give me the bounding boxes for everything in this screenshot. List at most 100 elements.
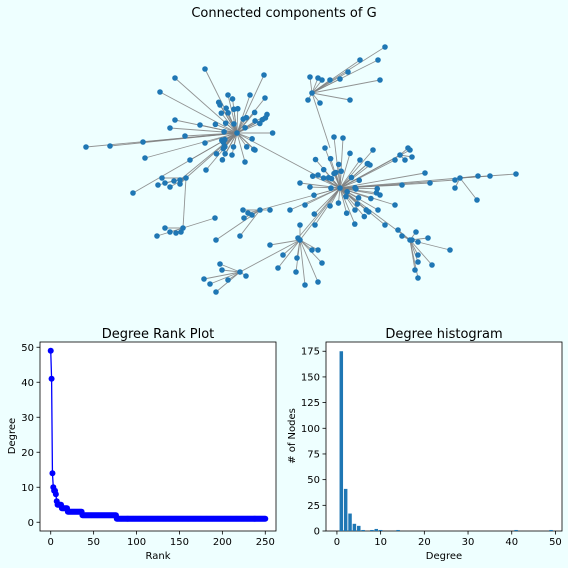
network-edge [236, 94, 251, 134]
network-node [219, 267, 225, 273]
network-node [201, 276, 207, 282]
network-node [262, 95, 268, 101]
network-node [302, 202, 308, 208]
network-edge [304, 187, 341, 206]
network-node [177, 181, 183, 187]
network-node [356, 177, 363, 184]
histogram-bar [378, 529, 383, 531]
network-edge [409, 239, 416, 271]
network-node [220, 145, 227, 152]
rank-xtick-label: 200 [213, 537, 232, 548]
network-node [293, 269, 299, 275]
network-node [335, 200, 342, 206]
network-node [361, 213, 368, 220]
network-node [325, 174, 332, 181]
network-node [220, 139, 227, 146]
network-node [319, 260, 325, 266]
rank-plot-xlabel: Rank [146, 551, 171, 562]
network-node [377, 192, 383, 198]
network-node [155, 182, 161, 188]
rank-ytick-label: 30 [21, 413, 34, 424]
network-node [413, 229, 419, 235]
network-edge [142, 132, 238, 143]
network-node [343, 210, 350, 216]
network-edge [339, 187, 356, 211]
network-edge [311, 92, 331, 149]
hist-xtick-label: 20 [418, 537, 431, 548]
rank-xtick-label: 150 [170, 537, 189, 548]
network-node [202, 140, 208, 146]
network-node [307, 184, 313, 190]
histogram-xlabel: Degree [426, 551, 462, 562]
network-edge [205, 132, 238, 171]
network-node [242, 159, 248, 165]
network-edge [203, 271, 241, 280]
network-node [425, 235, 431, 241]
network-edge [236, 74, 265, 134]
network-node [287, 207, 293, 213]
network-edge [185, 132, 238, 179]
network-edge [236, 123, 260, 134]
network-node [345, 69, 351, 75]
network-edge [339, 149, 374, 189]
network-node [183, 175, 189, 181]
network-node [162, 180, 168, 186]
network-edge [409, 239, 433, 266]
network-node [207, 281, 213, 287]
network-node [297, 180, 303, 186]
hist-ytick-label: 75 [307, 449, 320, 460]
network-node [221, 128, 227, 135]
network-node [173, 230, 179, 236]
network-node [392, 202, 398, 208]
network-node [475, 173, 481, 179]
network-node [415, 252, 421, 258]
network-node [231, 121, 237, 127]
network-edge [311, 92, 351, 101]
network-node [368, 195, 374, 202]
histogram-bar [361, 529, 365, 531]
network-edge [339, 177, 461, 189]
network-node [377, 77, 383, 83]
network-node [257, 120, 263, 127]
network-node [257, 207, 263, 213]
network-edge [299, 239, 306, 286]
network-node [251, 109, 258, 116]
rank-point [262, 515, 269, 522]
network-node [327, 203, 333, 209]
rank-point [47, 347, 54, 354]
network-node [142, 155, 148, 161]
network-edge [231, 132, 238, 156]
network-node [203, 167, 209, 173]
rank-point [52, 491, 59, 498]
network-node [320, 175, 327, 181]
hist-ytick-label: 25 [307, 501, 320, 512]
network-node [409, 154, 415, 160]
rank-ytick-label: 20 [21, 448, 34, 459]
network-node [230, 144, 237, 150]
network-edge [219, 263, 241, 273]
network-edge [236, 132, 248, 148]
network-node [357, 157, 363, 163]
histogram-axes [325, 341, 563, 532]
histogram-bar [549, 529, 553, 531]
network-node [452, 185, 458, 191]
network-node [229, 152, 235, 158]
network-edge [189, 132, 238, 161]
network-edge [277, 239, 301, 269]
network-edge [311, 59, 379, 94]
histogram-bar [348, 513, 352, 531]
network-node [252, 118, 258, 124]
network-edge [324, 147, 341, 189]
network-node [415, 239, 421, 245]
network-node [335, 161, 342, 168]
network-node [225, 110, 231, 116]
network-node [355, 195, 362, 201]
network-node [354, 201, 361, 207]
network-node [409, 237, 415, 243]
network-edge [339, 154, 401, 189]
histogram-bar [352, 523, 357, 531]
network-node [327, 155, 334, 162]
hist-ytick-label: 100 [301, 424, 320, 435]
network-node [474, 197, 480, 203]
network-edge [184, 132, 238, 137]
